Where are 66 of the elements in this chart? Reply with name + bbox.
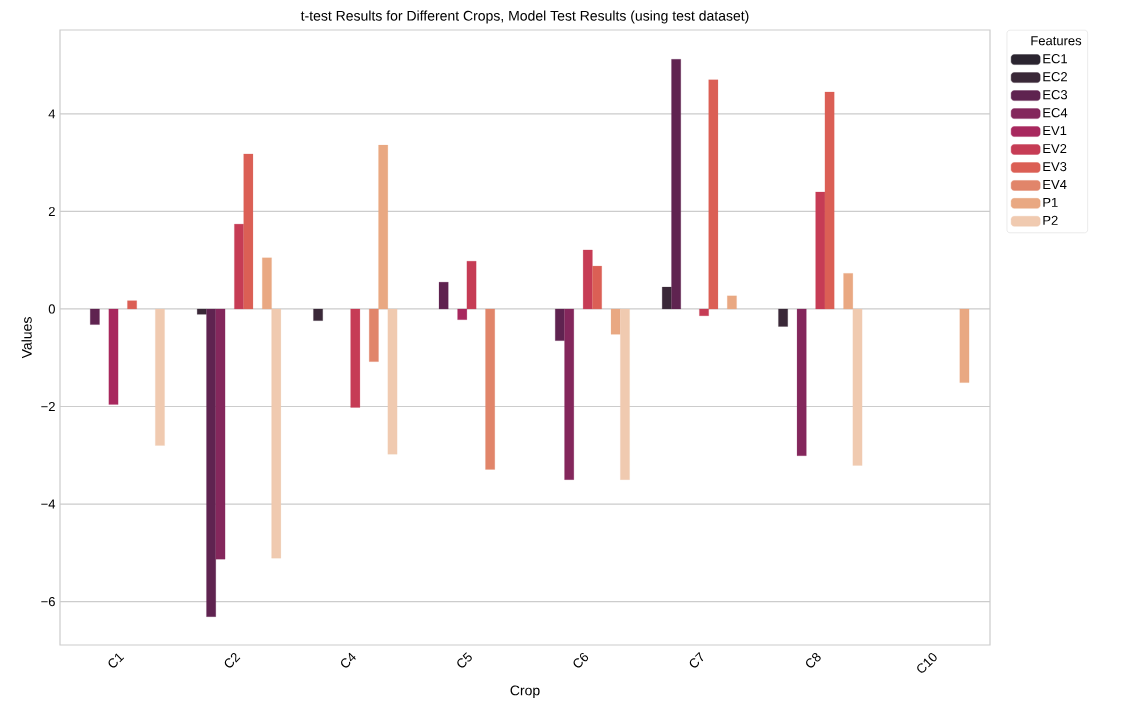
legend-label: P2 (1043, 215, 1058, 225)
bar (583, 249, 593, 310)
y-tick-label: 4 (48, 109, 56, 119)
legend-label: EC4 (1043, 108, 1068, 118)
bar (234, 224, 244, 310)
legend-label: EV1 (1043, 126, 1067, 136)
bar (852, 308, 863, 466)
bar (457, 308, 467, 320)
y-tick-label: −6 (41, 596, 55, 607)
y-tick-label: −2 (41, 401, 55, 412)
bar (127, 300, 137, 310)
bar (313, 308, 323, 321)
x-tick-label: C6 (573, 652, 589, 668)
bar (843, 273, 853, 310)
bar (564, 308, 574, 480)
bar (485, 308, 495, 470)
x-tick-label: C7 (689, 651, 704, 668)
y-tick-label: 0 (48, 304, 55, 314)
x-tick-label: C2 (224, 652, 241, 668)
bar (206, 308, 216, 617)
legend-label: EC3 (1043, 90, 1068, 100)
bar (592, 265, 602, 310)
bar (378, 145, 388, 310)
legend-label: EV3 (1043, 162, 1067, 172)
y-axis-title: Values (21, 317, 32, 359)
bar (271, 308, 281, 559)
bar (708, 79, 719, 310)
bar (959, 308, 970, 383)
legend-label: EV4 (1043, 180, 1067, 189)
bar (699, 308, 709, 316)
y-tick-label: 2 (48, 206, 55, 216)
bar (90, 308, 100, 325)
x-tick-label: C5 (457, 652, 472, 668)
bar (671, 59, 681, 310)
bar (197, 308, 207, 315)
bar (387, 308, 398, 455)
x-axis-title: Crop (510, 685, 540, 699)
bar (620, 308, 630, 480)
chart-title: t-test Results for Different Crops, Model Test Results (using test dataset) (300, 10, 749, 24)
bar (438, 282, 449, 310)
x-tick-label: C1 (108, 653, 125, 668)
bar (350, 308, 361, 408)
bar (155, 308, 165, 446)
bar (796, 308, 807, 456)
x-tick-label: C8 (806, 652, 821, 668)
bar (610, 308, 621, 335)
bar (815, 191, 826, 310)
legend-label: EV2 (1043, 144, 1067, 154)
legend-label: EC2 (1043, 72, 1067, 82)
y-tick-label: −4 (41, 499, 56, 509)
x-tick-label: C10 (917, 653, 937, 673)
bar (215, 308, 226, 560)
bar (727, 295, 737, 310)
bar (466, 261, 477, 310)
legend-label: EC1 (1043, 54, 1067, 64)
bar (369, 308, 379, 362)
bar (108, 308, 119, 405)
bar (778, 308, 788, 327)
bar (662, 286, 672, 310)
bar (262, 257, 272, 310)
bar (824, 91, 835, 310)
bar (243, 153, 254, 310)
x-tick-label: C4 (341, 652, 356, 668)
bar (555, 308, 565, 341)
legend-title: Features (1031, 36, 1082, 46)
legend-label: P1 (1043, 197, 1058, 207)
